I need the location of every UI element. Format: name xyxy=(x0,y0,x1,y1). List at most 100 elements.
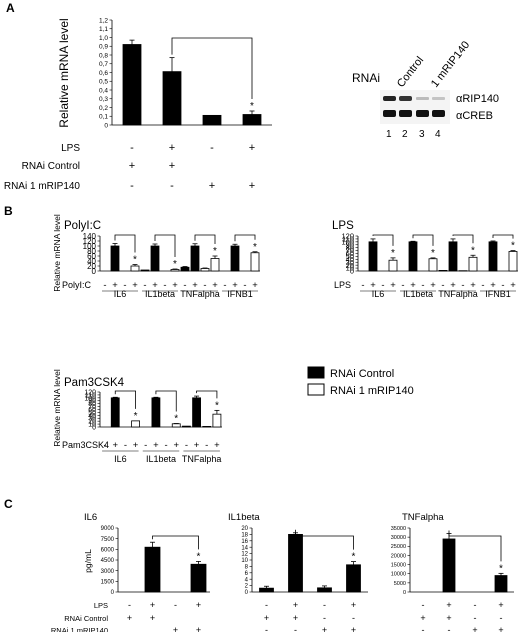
chart-b3-treatment-cell-12: + xyxy=(214,440,220,451)
chart-b1-bar-10 xyxy=(191,246,199,271)
chart-b2-significance-star-4: * xyxy=(391,248,395,259)
chart-b1-group-label-3: TNFalpha xyxy=(180,289,220,299)
chart-a-row-1-cell-3: - xyxy=(210,142,214,154)
chart-c3-row-3-cell-2: - xyxy=(448,625,451,632)
legend-swatch-control xyxy=(308,367,324,378)
chart-a-row-1-cell-4: + xyxy=(249,142,255,154)
chart-c1-row-label-1: LPS xyxy=(94,601,108,610)
chart-c2-y-tick-label: 14 xyxy=(241,545,248,551)
chart-b3-treatment-cell-10: + xyxy=(194,440,200,451)
chart-a-y-tick-label: 1,2 xyxy=(99,17,108,24)
chart-c2-comparison-bracket-1 xyxy=(296,530,354,550)
chart-c2-row-2-cell-4: - xyxy=(352,613,355,623)
chart-c2-bar-1 xyxy=(260,588,274,592)
chart-a-bar-1 xyxy=(123,45,141,126)
chart-c2-y-tick-label: 18 xyxy=(241,533,248,539)
blot-lane-number-4: 4 xyxy=(435,129,441,140)
chart-b2-bar-2 xyxy=(369,242,377,271)
chart-a-bar-3 xyxy=(203,115,221,125)
chart-b1-group-label-4: IFNB1 xyxy=(227,289,253,299)
chart-a-row-1-cell-1: - xyxy=(130,142,134,154)
chart-b3-treatment-cell-3: - xyxy=(124,440,127,451)
chart-b2-significance-star-16: * xyxy=(511,241,515,252)
chart-a-row-2-cell-1: + xyxy=(129,160,135,172)
chart-c2-row-3-cell-1: - xyxy=(265,625,268,632)
chart-b2-bar-16 xyxy=(509,251,517,271)
chart-b3-treatment-cell-6: + xyxy=(153,440,159,451)
chart-c2-y-tick-label: 6 xyxy=(245,571,249,577)
chart-c2-y-tick-label: 12 xyxy=(241,552,248,558)
chart-b3-y-axis-label: Relative mRNA level xyxy=(52,369,62,447)
chart-a-y-tick-label: 0 xyxy=(104,122,108,129)
chart-b2-treatment-cell-1: - xyxy=(361,280,364,291)
chart-c1-title: IL6 xyxy=(84,512,97,523)
chart-a-y-tick-label: 0,4 xyxy=(99,87,108,94)
chart-b3-treatment-cell-9: - xyxy=(185,440,188,451)
chart-c3-y-tick-label: 20000 xyxy=(391,553,406,559)
chart-b1-treatment-cell-13: - xyxy=(223,280,226,291)
chart-b2-group-label-2: IL1beta xyxy=(403,289,433,299)
chart-c2-y-tick-label: 16 xyxy=(241,539,248,545)
chart-b1-bar-16 xyxy=(251,253,259,271)
band-rip140-lane-3 xyxy=(416,97,429,100)
panel-label-a: A xyxy=(6,1,15,15)
chart-c2-y-tick-label: 0 xyxy=(245,590,249,596)
chart-c1-row-label-3: RNAi 1 mRIP140 xyxy=(51,626,108,632)
chart-c1-y-tick-label: 6000 xyxy=(101,547,115,553)
chart-c1-row-1-cell-3: - xyxy=(174,600,177,610)
chart-c1-row-2-cell-2: + xyxy=(150,613,155,623)
chart-b2-title: LPS xyxy=(332,220,354,232)
chart-c2-row-3-cell-4: + xyxy=(351,625,356,632)
chart-b1-treatment-cell-4: + xyxy=(132,280,138,291)
chart-b3-treatment-cell-1: - xyxy=(103,440,106,451)
chart-b1-significance-star-16: * xyxy=(253,242,257,253)
chart-c2-y-tick-label: 8 xyxy=(245,565,249,571)
chart-c2-row-3-cell-3: + xyxy=(322,625,327,632)
chart-b2-treatment-cell-16: + xyxy=(510,280,516,291)
chart-b1-treatment-cell-1: - xyxy=(103,280,106,291)
blot-band-label-rip140: αRIP140 xyxy=(456,93,499,105)
chart-c3-y-tick-label: 5000 xyxy=(394,581,406,587)
chart-b2-group-label-4: IFNB1 xyxy=(485,289,511,299)
chart-c3-comparison-bracket-1 xyxy=(449,530,501,561)
chart-b1-significance-star-12: * xyxy=(213,246,217,257)
chart-b1-y-tick-label: 140 xyxy=(83,232,97,241)
chart-b1-y-axis-label: Relative mRNA level xyxy=(52,214,62,292)
chart-c2-row-1-cell-3: - xyxy=(323,600,326,610)
chart-b3-bar-10 xyxy=(193,398,201,427)
chart-c3-row-1-cell-2: + xyxy=(446,600,451,610)
chart-a-comparison-bracket-1 xyxy=(172,38,252,99)
band-rip140-lane-1 xyxy=(383,96,396,101)
chart-b3-comparison-bracket-3 xyxy=(197,391,217,398)
chart-b3-treatment-cell-7: - xyxy=(164,440,167,451)
chart-b2-comparison-bracket-4 xyxy=(493,235,513,239)
band-creb-lane-1 xyxy=(383,110,396,117)
chart-c1-y-tick-label: 9000 xyxy=(101,526,115,532)
chart-b2-treatment-cell-4: + xyxy=(390,280,396,291)
chart-c2-y-tick-label: 10 xyxy=(241,558,248,564)
chart-a-y-tick-label: 0,8 xyxy=(99,52,108,59)
chart-a-row-2-cell-2: + xyxy=(169,160,175,172)
chart-c3-title: TNFalpha xyxy=(402,512,444,523)
chart-c1-y-tick-label: 4500 xyxy=(101,558,115,564)
chart-a-y-tick-label: 0,5 xyxy=(99,79,108,86)
blot-membrane xyxy=(380,90,450,124)
chart-b2-bar-12 xyxy=(469,257,477,271)
chart-b3-bar-2 xyxy=(111,398,119,427)
chart-a-row-label-3: RNAi 1 mRIP140 xyxy=(4,181,81,192)
chart-c1-significance-star-4: * xyxy=(197,551,201,562)
chart-a-y-tick-label: 0,3 xyxy=(99,96,108,103)
chart-b2-bar-9 xyxy=(439,270,447,271)
chart-c1-bar-4 xyxy=(191,564,206,592)
chart-b2-bar-8 xyxy=(429,259,437,271)
legend-label-knockdown: RNAi 1 mRIP140 xyxy=(330,385,414,397)
chart-c2-y-tick-label: 20 xyxy=(241,526,248,532)
chart-c3-row-3-cell-3: + xyxy=(472,625,477,632)
chart-b2-bar-6 xyxy=(409,242,417,271)
chart-b3-bar-11 xyxy=(203,426,211,427)
chart-c3-row-2-cell-3: - xyxy=(474,613,477,623)
chart-c1-row-1-cell-1: - xyxy=(128,600,131,610)
chart-b1-significance-star-8: * xyxy=(173,259,177,270)
chart-a-y-tick-label: 0,9 xyxy=(99,44,108,51)
